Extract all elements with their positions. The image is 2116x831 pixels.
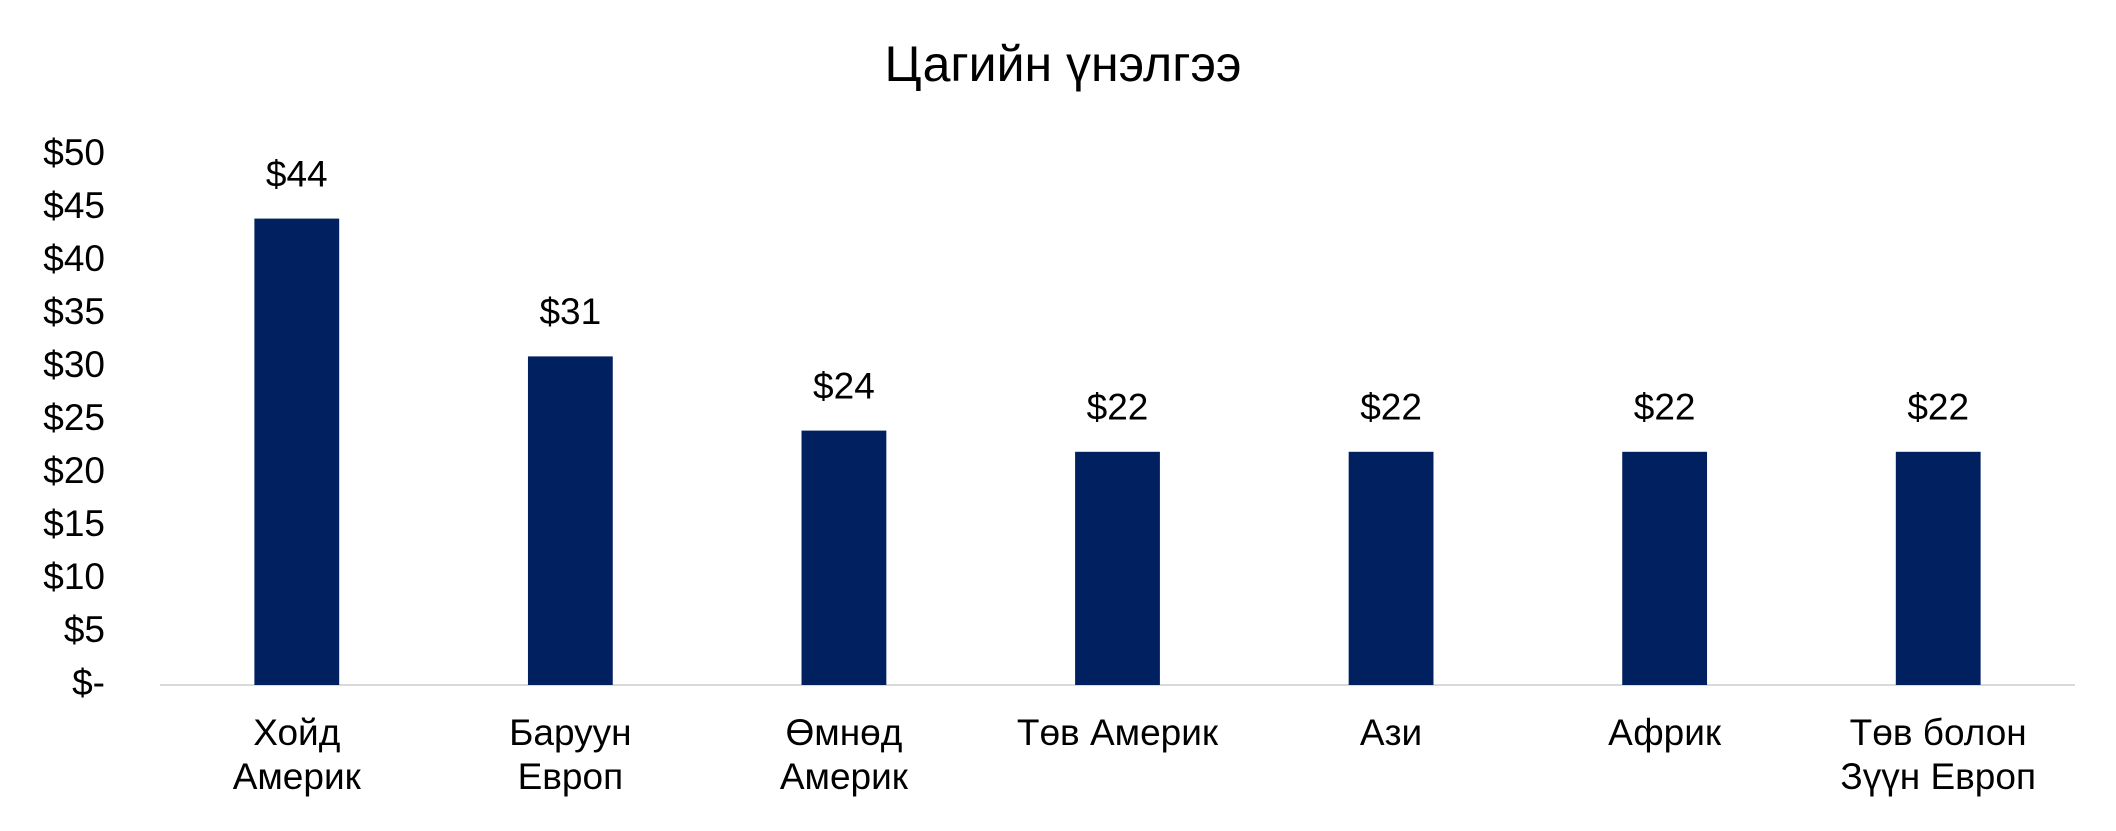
chart-title: Цагийн үнэлгээ [885,36,1242,92]
y-tick-label: $45 [43,185,105,226]
bar [1895,451,1981,685]
y-tick-label: $50 [43,132,105,173]
y-tick-label: $5 [64,609,105,650]
x-tick-label: Ази [1359,712,1423,753]
x-tick-label: Өмнөд Америк [779,712,908,797]
data-label: $22 [1634,387,1696,428]
bar [801,430,887,685]
x-tick-label: Хойд Америк [232,712,361,797]
bar [1075,451,1160,685]
data-label: $44 [266,153,328,194]
data-label: $22 [1360,387,1422,428]
y-tick-label: $- [72,662,105,703]
x-tick-label: Төв болон Зүүн Европ [1840,712,2036,797]
data-label: $22 [1087,387,1149,428]
bar [1348,451,1434,685]
x-tick-label: Африк [1608,712,1722,753]
y-tick-label: $35 [43,291,105,332]
y-tick-label: $30 [43,344,105,385]
x-tick-label: Баруун Европ [509,712,632,797]
y-tick-label: $10 [43,556,105,597]
bar [1622,451,1708,685]
data-label: $31 [539,291,601,332]
y-tick-label: $25 [43,397,105,438]
y-tick-label: $20 [43,450,105,491]
data-label: $22 [1907,387,1969,428]
data-label: $24 [813,365,875,406]
y-tick-label: $15 [43,503,105,544]
y-tick-label: $40 [43,238,105,279]
bar [254,218,340,685]
bar [527,356,613,685]
x-tick-label: Төв Америк [1016,712,1219,753]
